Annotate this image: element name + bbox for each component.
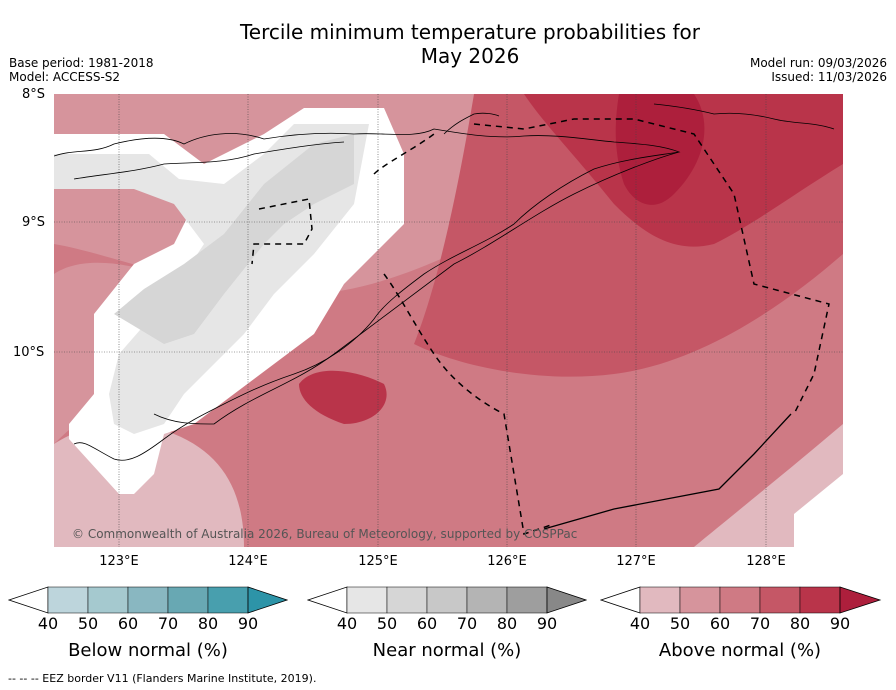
flores-coast bbox=[73, 141, 345, 180]
above-tick: 70 bbox=[749, 614, 771, 633]
below-extend-left bbox=[7, 586, 49, 614]
below-extend-right bbox=[247, 586, 289, 614]
above-swatch bbox=[679, 586, 721, 614]
base-period: Base period: 1981-2018 bbox=[9, 56, 154, 70]
below-tick: 60 bbox=[117, 614, 139, 633]
near-tick: 70 bbox=[456, 614, 478, 633]
meta-left: Base period: 1981-2018 Model: ACCESS-S2 bbox=[9, 56, 154, 84]
near-swatch bbox=[386, 586, 428, 614]
model-run: Model run: 09/03/2026 bbox=[749, 56, 887, 70]
above-tick: 40 bbox=[629, 614, 651, 633]
below-tick: 50 bbox=[77, 614, 99, 633]
below-swatch bbox=[87, 586, 129, 614]
below-normal-label: Below normal (%) bbox=[68, 640, 228, 661]
zone-above-80-south bbox=[299, 370, 387, 424]
meta-right: Model run: 09/03/2026 Issued: 11/03/2026 bbox=[750, 56, 887, 84]
above-swatch bbox=[719, 586, 761, 614]
above-extend-right bbox=[839, 586, 882, 614]
near-normal-label: Near normal (%) bbox=[372, 640, 522, 661]
near-extend-left bbox=[306, 586, 348, 614]
title-line-1: Tercile minimum temperature probabilitie… bbox=[239, 20, 701, 44]
lat-label-9s: 9°S bbox=[22, 215, 46, 230]
model-name: Model: ACCESS-S2 bbox=[9, 70, 121, 84]
above-tick: 80 bbox=[789, 614, 811, 633]
near-tick: 60 bbox=[416, 614, 438, 633]
above-swatch bbox=[639, 586, 681, 614]
eez-border-north bbox=[373, 133, 435, 175]
above-tick: 90 bbox=[829, 614, 851, 633]
issued-date: Issued: 11/03/2026 bbox=[771, 70, 887, 84]
gridlines bbox=[54, 94, 843, 547]
near-swatch bbox=[466, 586, 508, 614]
above-swatch bbox=[759, 586, 801, 614]
eez-border-oecusse bbox=[251, 198, 313, 265]
copyright-text: © Commonwealth of Australia 2026, Bureau… bbox=[72, 527, 577, 541]
below-tick: 90 bbox=[237, 614, 259, 633]
above-swatch bbox=[799, 586, 841, 614]
near-swatch bbox=[506, 586, 548, 614]
map-title: Tercile minimum temperature probabilitie… bbox=[170, 20, 770, 68]
above-normal-label: Above normal (%) bbox=[658, 640, 822, 661]
eez-border-south bbox=[383, 273, 555, 535]
probability-map: © Commonwealth of Australia 2026, Bureau… bbox=[54, 94, 843, 547]
above-extend-left bbox=[599, 586, 641, 614]
lon-label-126e: 126°E bbox=[487, 554, 527, 569]
below-tick: 80 bbox=[197, 614, 219, 633]
title-line-2: May 2026 bbox=[420, 44, 520, 68]
wetar-coast bbox=[443, 112, 500, 135]
lon-label-127e: 127°E bbox=[616, 554, 656, 569]
timor-coast-north bbox=[54, 128, 681, 461]
near-tick: 80 bbox=[496, 614, 518, 633]
above-tick: 50 bbox=[669, 614, 691, 633]
zone-near-50 bbox=[114, 134, 354, 344]
near-tick: 90 bbox=[536, 614, 558, 633]
below-swatch bbox=[127, 586, 169, 614]
islands-north bbox=[653, 103, 835, 130]
zone-above-90 bbox=[615, 94, 705, 205]
near-tick: 40 bbox=[336, 614, 358, 633]
below-tick: 70 bbox=[157, 614, 179, 633]
eez-footer-note: -- -- -- EEZ border V11 (Flanders Marine… bbox=[8, 672, 317, 685]
near-swatch bbox=[346, 586, 388, 614]
lat-label-8s: 8°S bbox=[22, 87, 46, 102]
colorbar-above-normal: 40 50 60 70 80 90 bbox=[599, 586, 882, 633]
colorbar-above-swatches bbox=[599, 586, 882, 614]
near-swatch bbox=[426, 586, 468, 614]
eez-border-east bbox=[473, 118, 830, 415]
colorbar-below-normal: 40 50 60 70 80 90 bbox=[7, 586, 289, 633]
coastlines bbox=[54, 103, 835, 461]
near-extend-right bbox=[546, 586, 588, 614]
colorbar-near-normal: 40 50 60 70 80 90 bbox=[306, 586, 588, 633]
below-swatch bbox=[47, 586, 89, 614]
lon-label-125e: 125°E bbox=[358, 554, 398, 569]
below-swatch bbox=[207, 586, 249, 614]
lon-label-123e: 123°E bbox=[99, 554, 139, 569]
near-tick: 50 bbox=[376, 614, 398, 633]
below-swatch bbox=[167, 586, 209, 614]
eez-border bbox=[251, 118, 830, 535]
eez-border-solid bbox=[543, 413, 792, 530]
above-tick: 60 bbox=[709, 614, 731, 633]
lon-label-128e: 128°E bbox=[746, 554, 786, 569]
lon-label-124e: 124°E bbox=[228, 554, 268, 569]
timor-coast-south bbox=[153, 151, 680, 425]
lat-label-10s: 10°S bbox=[13, 345, 45, 360]
below-tick: 40 bbox=[37, 614, 59, 633]
zone-white-southeast bbox=[794, 474, 843, 547]
colorbar-below-swatches bbox=[7, 586, 289, 614]
colorbar-near-swatches bbox=[306, 586, 588, 614]
